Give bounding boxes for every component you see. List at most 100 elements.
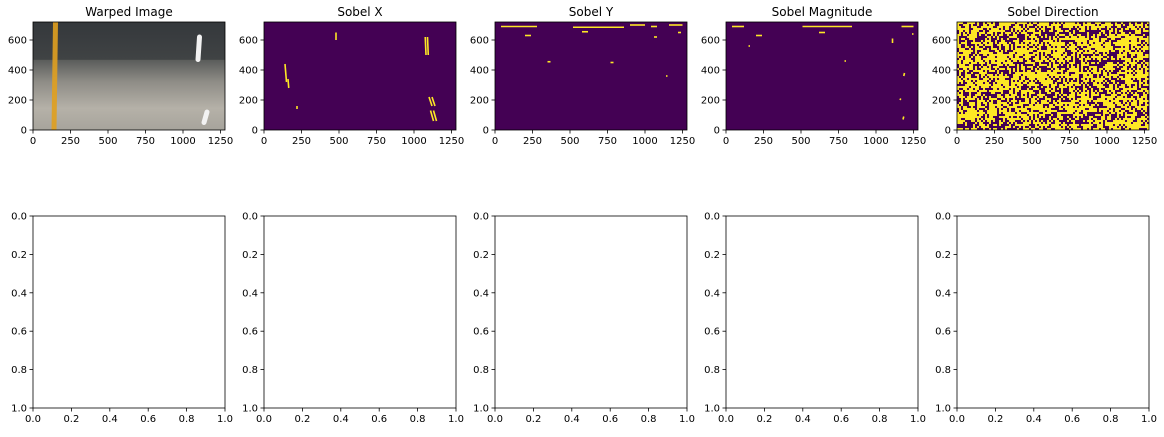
x-tick-label: 1250 xyxy=(670,136,695,147)
y-tick-label: 0.4 xyxy=(704,288,720,299)
axes-frame xyxy=(494,215,688,409)
y-tick-label: 1.0 xyxy=(473,404,489,415)
plot-area xyxy=(726,22,918,130)
y-tick-label: 0.2 xyxy=(704,250,720,261)
x-tick-label: 0.8 xyxy=(410,414,426,425)
y-tick-label: 0 xyxy=(945,126,951,137)
axes-frame xyxy=(494,21,688,131)
axes-frame xyxy=(725,21,919,131)
subplot-title: Sobel Direction xyxy=(1007,5,1098,19)
x-tick-label: 750 xyxy=(829,136,848,147)
x-tick-label: 0.6 xyxy=(371,414,387,425)
subplot-title: Sobel Magnitude xyxy=(772,5,873,19)
x-tick-label: 0.2 xyxy=(294,414,310,425)
x-tick-label: 0.6 xyxy=(140,414,156,425)
x-tick-label: 250 xyxy=(523,136,542,147)
x-tick-label: 1000 xyxy=(401,136,426,147)
x-tick-label: 250 xyxy=(61,136,80,147)
x-tick-label: 500 xyxy=(329,136,348,147)
y-tick-label: 600 xyxy=(8,36,27,47)
y-tick-label: 600 xyxy=(932,36,951,47)
y-tick-label: 0.6 xyxy=(704,327,720,338)
y-tick-label: 0.4 xyxy=(935,288,951,299)
axes-frame xyxy=(263,21,457,131)
x-tick-label: 0.4 xyxy=(1026,414,1042,425)
plot-area xyxy=(264,22,456,130)
axes-frame xyxy=(32,215,226,409)
subplot-title: Warped Image xyxy=(85,5,172,19)
y-tick-label: 0.0 xyxy=(704,212,720,223)
edge-segment-12 xyxy=(899,98,902,101)
binary-background xyxy=(726,22,918,130)
y-tick-label: 0.2 xyxy=(935,250,951,261)
x-tick-label: 500 xyxy=(1022,136,1041,147)
x-tick-label: 1.0 xyxy=(1141,414,1157,425)
x-tick-label: 1000 xyxy=(632,136,657,147)
y-tick-label: 400 xyxy=(932,66,951,77)
x-tick-label: 0.8 xyxy=(872,414,888,425)
x-tick-label: 750 xyxy=(1060,136,1079,147)
subplot-8: 0.0 0.2 0.4 0.6 0.8 1.00.00.20.40.60.81.0 xyxy=(473,212,695,426)
y-tick-label: 400 xyxy=(701,66,720,77)
x-tick-label: 750 xyxy=(367,136,386,147)
y-tick-label: 0.2 xyxy=(242,250,258,261)
y-tick-label: 600 xyxy=(239,36,258,47)
x-tick-label: 0.0 xyxy=(256,414,272,425)
x-tick-label: 0.6 xyxy=(602,414,618,425)
x-tick-label: 0.6 xyxy=(1064,414,1080,425)
y-tick-label: 200 xyxy=(470,96,489,107)
y-tick-label: 600 xyxy=(701,36,720,47)
x-tick-label: 1000 xyxy=(863,136,888,147)
y-tick-label: 0.0 xyxy=(11,212,27,223)
y-tick-label: 200 xyxy=(8,96,27,107)
y-tick-label: 0.2 xyxy=(473,250,489,261)
x-tick-label: 750 xyxy=(598,136,617,147)
x-tick-label: 0.2 xyxy=(63,414,79,425)
y-tick-label: 0.2 xyxy=(11,250,27,261)
axes-frame xyxy=(725,215,919,409)
y-tick-label: 0 xyxy=(714,126,720,137)
y-tick-label: 0.6 xyxy=(473,327,489,338)
x-tick-label: 250 xyxy=(754,136,773,147)
x-tick-label: 1250 xyxy=(208,136,233,147)
subplot-3: 0 250 500 750 1000 1250 0 200 400 600 Sobel Y xyxy=(470,5,695,147)
x-tick-label: 1.0 xyxy=(448,414,464,425)
y-tick-label: 0.4 xyxy=(242,288,258,299)
x-tick-label: 1000 xyxy=(1094,136,1119,147)
binary-background xyxy=(495,22,687,130)
subplot-9: 0.0 0.2 0.4 0.6 0.8 1.00.00.20.40.60.81.0 xyxy=(704,212,926,426)
x-tick-label: 0 xyxy=(954,136,960,147)
road-shadow xyxy=(33,22,225,60)
y-tick-label: 400 xyxy=(470,66,489,77)
x-tick-label: 0.8 xyxy=(641,414,657,425)
x-tick-label: 750 xyxy=(136,136,155,147)
plot-area xyxy=(33,22,225,130)
subplot-title: Sobel Y xyxy=(569,5,614,19)
y-tick-label: 0 xyxy=(483,126,489,137)
yellow-lane-line xyxy=(51,22,58,130)
edge-segment-4 xyxy=(431,96,436,107)
y-tick-label: 0.8 xyxy=(242,365,258,376)
edge-segment-6 xyxy=(902,116,905,120)
y-tick-label: 0.6 xyxy=(242,327,258,338)
edge-segment-2 xyxy=(432,110,438,122)
subplot-7: 0.0 0.2 0.4 0.6 0.8 1.00.00.20.40.60.81.0 xyxy=(242,212,464,426)
y-tick-label: 600 xyxy=(470,36,489,47)
x-tick-label: 0.8 xyxy=(179,414,195,425)
x-tick-label: 1000 xyxy=(170,136,195,147)
direction-threshold-pixels xyxy=(957,22,1149,130)
x-tick-label: 0.4 xyxy=(795,414,811,425)
x-tick-label: 1.0 xyxy=(217,414,233,425)
y-tick-label: 0.4 xyxy=(473,288,489,299)
x-tick-label: 0.0 xyxy=(487,414,503,425)
x-tick-label: 0.0 xyxy=(949,414,965,425)
x-tick-label: 0 xyxy=(723,136,729,147)
x-tick-label: 0 xyxy=(30,136,36,147)
y-tick-label: 200 xyxy=(239,96,258,107)
subplot-5: 0 250 500 750 1000 1250 0 200 400 600 Sobel Direct… xyxy=(932,5,1157,147)
edge-segment-7 xyxy=(902,72,906,77)
subplot-10: 0.0 0.2 0.4 0.6 0.8 1.00.00.20.40.60.81.0 xyxy=(935,212,1157,426)
x-tick-label: 0.2 xyxy=(756,414,772,425)
x-tick-label: 1250 xyxy=(439,136,464,147)
